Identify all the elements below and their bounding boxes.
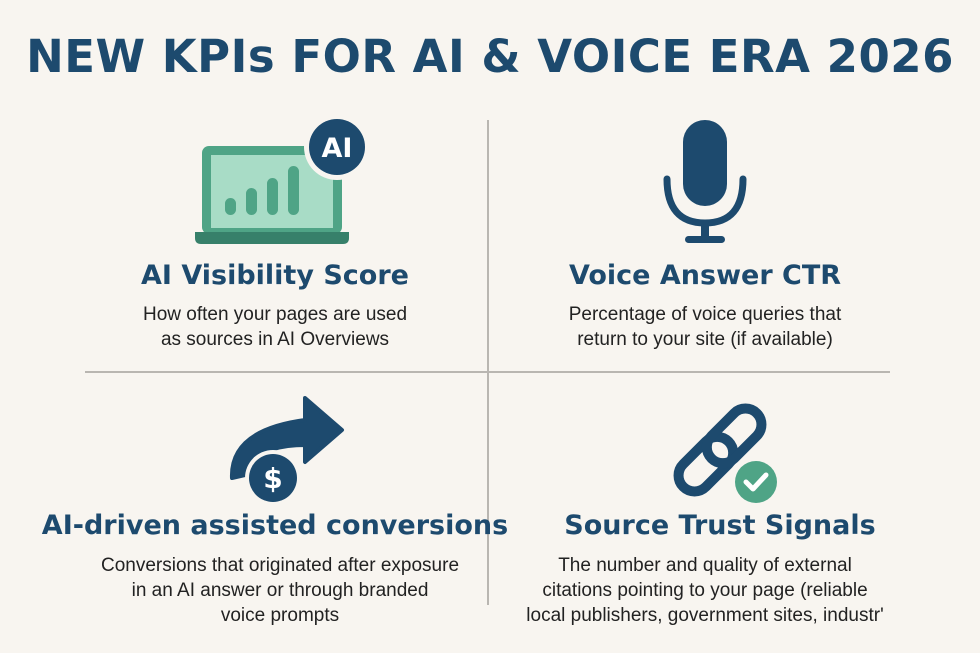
kpi-description: Percentage of voice queries that return … [568,304,842,350]
kpi-description: Conversions that originated after exposu… [100,555,460,626]
kpi-description: The number and quality of external citat… [526,555,884,626]
horizontal-divider [85,371,890,373]
vertical-divider [487,120,489,605]
link-check-icon [673,403,781,507]
dollar-icon: $ [263,462,282,495]
kpi-title: Voice Answer CTR [568,260,842,291]
arrow-dollar-icon: $ [229,396,344,506]
kpi-description: How often your pages are used as sources… [142,304,408,350]
kpi-title: Source Trust Signals [564,510,876,541]
page-title: NEW KPIs FOR AI & VOICE ERA 2026 [26,30,954,83]
microphone-icon [663,120,747,243]
laptop-chart-ai-icon: AI [195,114,370,244]
kpi-title: AI-driven assisted conversions [41,510,509,541]
ai-badge: AI [322,133,353,164]
kpi-title: AI Visibility Score [141,260,409,291]
